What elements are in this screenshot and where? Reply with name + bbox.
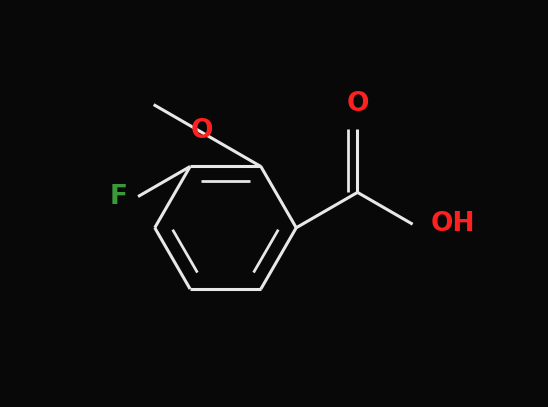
Text: O: O <box>191 118 213 144</box>
Text: O: O <box>346 91 369 116</box>
Text: OH: OH <box>431 211 475 237</box>
Text: F: F <box>110 184 128 210</box>
